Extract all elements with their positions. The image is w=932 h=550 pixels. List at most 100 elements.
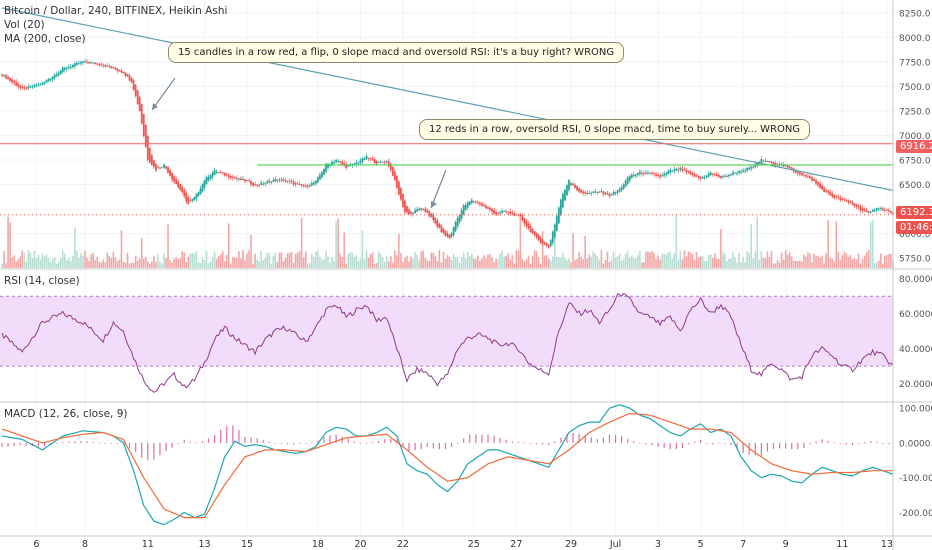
candle-body [7, 76, 9, 79]
candle-body [19, 85, 22, 88]
volume-bar [268, 253, 271, 268]
candle-body [183, 189, 186, 197]
candle-body [634, 174, 637, 176]
volume-bar [238, 251, 240, 268]
volume-bar [738, 252, 740, 268]
candle-body [233, 177, 236, 179]
volume-bar [155, 261, 157, 268]
candle-body [632, 174, 635, 177]
candle-body [815, 179, 817, 184]
volume-bar [240, 258, 242, 268]
volume-bar [501, 250, 503, 268]
candle-body [209, 175, 212, 179]
volume-bar [248, 250, 250, 268]
candle-body [163, 164, 165, 168]
volume-bar [849, 254, 852, 268]
volume-bar [752, 258, 755, 268]
volume-bar [377, 251, 380, 268]
volume-bar [462, 252, 465, 268]
macd-histogram-bar [116, 442, 119, 444]
volume-bar [37, 254, 40, 268]
volume-bar [847, 256, 850, 268]
volume-bar [43, 256, 46, 268]
candle-body [71, 65, 74, 68]
candle-body [825, 189, 828, 192]
volume-bar [430, 252, 433, 268]
candle-body [284, 180, 287, 182]
candle-body [347, 165, 350, 167]
volume-bar [606, 251, 609, 268]
candle-body [430, 213, 433, 218]
volume-bar [82, 255, 84, 268]
volume-bar [118, 259, 121, 268]
volume-bar [167, 224, 169, 268]
candle-body [302, 184, 305, 187]
candle-body [306, 185, 309, 187]
volume-bar [122, 261, 125, 268]
candle-body [861, 208, 864, 211]
macd-line [1, 404, 894, 526]
volume-bar [280, 252, 283, 268]
macd-histogram-bar [505, 440, 507, 443]
candle-body [647, 172, 649, 174]
volume-bar [570, 262, 572, 268]
macd-histogram-bar [693, 441, 696, 443]
volume-bar [716, 258, 718, 268]
volume-bar [541, 231, 544, 268]
annotation-bubble-1[interactable]: 15 candles in a row red, a flip, 0 slope… [168, 42, 625, 63]
rsi-tick-label: 60.0000 [899, 310, 932, 320]
candle-body [464, 204, 467, 210]
volume-bar [161, 263, 163, 268]
volume-bar [422, 250, 424, 268]
volume-bar [705, 260, 708, 268]
volume-bar [677, 259, 680, 268]
candle-body [434, 217, 437, 224]
candle-body [268, 180, 271, 183]
candle-body [657, 174, 659, 176]
volume-bar [21, 250, 24, 268]
candle-body [270, 181, 273, 183]
candle-body [84, 61, 86, 63]
macd-histogram-bar [511, 441, 513, 443]
volume-bar [545, 255, 548, 268]
volume-bar [873, 263, 876, 268]
candle-body [649, 172, 651, 174]
volume-bar [448, 257, 451, 268]
volume-bar [331, 256, 333, 268]
volume-bar [857, 253, 860, 268]
volume-bar [185, 262, 188, 268]
candle-body [784, 165, 787, 167]
candle-body [82, 61, 84, 63]
volume-bar [511, 254, 514, 268]
volume-bar [53, 257, 56, 268]
rsi-tick-label: 20.0000 [899, 380, 932, 390]
volume-bar [632, 258, 635, 268]
candle-body [519, 214, 522, 217]
macd-histogram-bar [171, 442, 173, 448]
volume-bar [5, 263, 7, 268]
macd-histogram-bar [475, 434, 477, 443]
volume-bar [284, 257, 287, 268]
volume-bar [562, 252, 564, 268]
candle-body [242, 179, 244, 181]
volume-bar [574, 260, 576, 268]
volume-bar [61, 250, 64, 268]
candle-body [173, 176, 176, 182]
candle-body [395, 175, 398, 188]
volume-bar [400, 252, 402, 268]
countdown-tag: 01:46:09 [896, 221, 932, 234]
candle-body [314, 180, 317, 184]
candle-body [798, 172, 801, 175]
macd-histogram-bar [827, 440, 829, 443]
annotation-bubble-2[interactable]: 12 reds in a row, oversold RSI, 0 slope … [419, 119, 811, 140]
volume-bar [647, 251, 649, 268]
candle-body [673, 169, 676, 171]
candle-body [584, 192, 587, 194]
candle-body [402, 193, 404, 207]
price-tick-label: 8000.0 [899, 34, 931, 44]
candle-body [377, 161, 380, 163]
candle-body [47, 79, 50, 82]
candle-body [636, 173, 639, 175]
macd-histogram-bar [438, 442, 440, 450]
candle-body [11, 79, 14, 83]
